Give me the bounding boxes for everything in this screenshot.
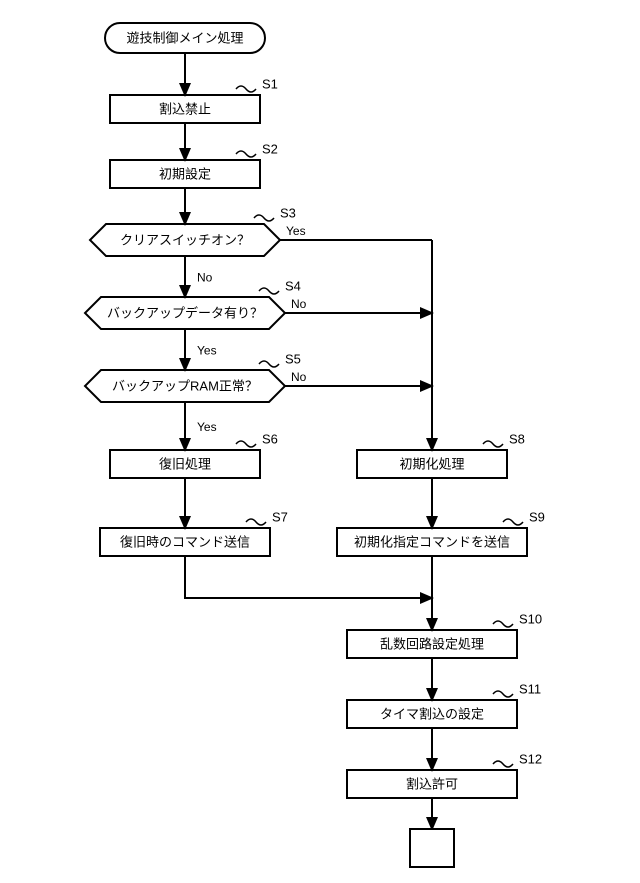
step-label: S3 <box>280 205 296 220</box>
step-label-squiggle <box>236 151 256 157</box>
step-label: S5 <box>285 351 301 366</box>
process-s9-text: 初期化指定コマンドを送信 <box>354 534 510 549</box>
step-label-squiggle <box>493 761 513 767</box>
branch-no: No <box>291 297 307 311</box>
process-s6-text: 復旧処理 <box>159 456 211 471</box>
process-s7-text: 復旧時のコマンド送信 <box>120 534 250 549</box>
step-label-squiggle <box>493 621 513 627</box>
process-s8-text: 初期化処理 <box>399 456 464 471</box>
step-label: S8 <box>509 431 525 446</box>
loop-connector <box>410 829 454 867</box>
decision-s4-text: バックアップデータ有り？ <box>107 305 263 320</box>
step-label-squiggle <box>236 441 256 447</box>
step-label-squiggle <box>254 215 274 221</box>
decision-s3-text: クリアスイッチオン？ <box>120 232 250 247</box>
branch-yes: Yes <box>197 344 217 358</box>
branch-yes: Yes <box>286 224 306 238</box>
process-s1-text: 割込禁止 <box>159 101 211 116</box>
step-label-squiggle <box>493 691 513 697</box>
terminator-start-label: 遊技制御メイン処理 <box>126 30 243 45</box>
branch-no: No <box>197 271 213 285</box>
step-label: S12 <box>519 751 542 766</box>
process-s2-text: 初期設定 <box>159 166 211 181</box>
step-label-squiggle <box>259 361 279 367</box>
step-label: S9 <box>529 509 545 524</box>
step-label-squiggle <box>246 519 266 525</box>
step-label-squiggle <box>503 519 523 525</box>
step-label-squiggle <box>259 288 279 294</box>
step-label: S6 <box>262 431 278 446</box>
step-label: S7 <box>272 509 288 524</box>
step-label: S1 <box>262 76 278 91</box>
step-label: S11 <box>519 681 541 696</box>
process-s11-text: タイマ割込の設定 <box>380 706 484 721</box>
step-label-squiggle <box>483 441 503 447</box>
step-label-squiggle <box>236 86 256 92</box>
process-s10-text: 乱数回路設定処理 <box>380 636 484 651</box>
process-s12-text: 割込許可 <box>406 776 458 791</box>
branch-yes: Yes <box>197 420 217 434</box>
step-label: S2 <box>262 141 278 156</box>
branch-no: No <box>291 370 307 384</box>
step-label: S10 <box>519 611 542 626</box>
step-label: S4 <box>285 278 301 293</box>
decision-s5-text: バックアップRAM正常？ <box>112 378 258 393</box>
